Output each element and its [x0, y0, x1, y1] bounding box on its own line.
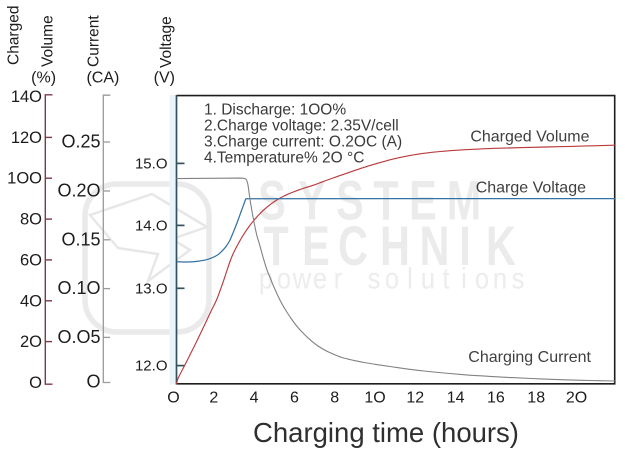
svg-text:13.O: 13.O	[135, 280, 168, 297]
svg-text:(V): (V)	[154, 70, 175, 87]
svg-text:O: O	[29, 374, 42, 392]
svg-text:4.Temperature% 2O °C: 4.Temperature% 2O °C	[204, 150, 364, 167]
svg-text:O.2O: O.2O	[57, 181, 100, 201]
svg-text:14.O: 14.O	[135, 217, 168, 234]
svg-text:2: 2	[209, 390, 218, 407]
svg-text:Current: Current	[86, 15, 103, 67]
svg-text:o: o	[277, 262, 291, 295]
svg-text:(%): (%)	[31, 70, 56, 87]
svg-text:12.O: 12.O	[135, 358, 168, 375]
svg-text:e: e	[313, 262, 327, 295]
svg-text:12: 12	[406, 390, 424, 407]
svg-text:O: O	[167, 390, 179, 407]
svg-text:H: H	[380, 215, 410, 278]
svg-text:w: w	[292, 262, 312, 295]
svg-text:M: M	[447, 169, 482, 232]
svg-text:p: p	[259, 262, 273, 295]
svg-text:s: s	[368, 262, 381, 295]
svg-text:18: 18	[527, 390, 545, 407]
svg-text:(CA): (CA)	[86, 70, 119, 87]
svg-text:4: 4	[250, 390, 259, 407]
svg-text:16: 16	[487, 390, 505, 407]
svg-text:4O: 4O	[20, 292, 42, 310]
svg-text:O.1O: O.1O	[57, 278, 100, 298]
svg-text:O: O	[86, 372, 100, 392]
svg-text:8O: 8O	[20, 211, 42, 229]
svg-text:12O: 12O	[11, 129, 42, 147]
svg-text:1. Discharge: 1OO%: 1. Discharge: 1OO%	[204, 102, 346, 119]
svg-text:2.Charge voltage: 2.35V/cell: 2.Charge voltage: 2.35V/cell	[204, 118, 399, 135]
svg-text:S: S	[258, 169, 286, 232]
svg-text:E: E	[302, 215, 330, 278]
svg-text:K: K	[486, 215, 516, 278]
svg-text:T: T	[373, 169, 398, 232]
svg-text:o: o	[475, 262, 489, 295]
svg-text:14O: 14O	[11, 88, 42, 106]
svg-text:Charged: Charged	[6, 6, 23, 65]
svg-text:Charged Volume: Charged Volume	[470, 128, 589, 145]
svg-text:s: s	[512, 262, 525, 295]
svg-text:Volume: Volume	[40, 15, 57, 67]
svg-text:n: n	[493, 262, 507, 295]
svg-text:6: 6	[290, 390, 299, 407]
svg-text:Charging Current: Charging Current	[468, 349, 591, 366]
svg-text:Y: Y	[298, 169, 326, 232]
svg-text:Charging time (hours): Charging time (hours)	[253, 417, 519, 448]
svg-text:T: T	[263, 215, 288, 278]
svg-text:Voltage: Voltage	[158, 16, 175, 68]
svg-text:I: I	[459, 215, 471, 278]
svg-text:C: C	[338, 215, 368, 278]
svg-text:o: o	[385, 262, 399, 295]
svg-text:S: S	[336, 169, 364, 232]
svg-text:1O: 1O	[364, 390, 385, 407]
svg-text:14: 14	[447, 390, 465, 407]
svg-text:t: t	[442, 262, 449, 295]
svg-text:O.15: O.15	[61, 229, 100, 249]
svg-text:O.O5: O.O5	[57, 327, 100, 347]
svg-text:u: u	[421, 262, 435, 295]
svg-text:E: E	[409, 169, 437, 232]
svg-text:2O: 2O	[566, 390, 587, 407]
svg-text:6O: 6O	[20, 251, 42, 269]
svg-text:O.25: O.25	[61, 132, 100, 152]
svg-text:i: i	[461, 262, 467, 295]
svg-text:l: l	[407, 262, 413, 295]
svg-text:1OO: 1OO	[7, 170, 42, 188]
svg-text:N: N	[420, 215, 450, 278]
svg-text:r: r	[334, 262, 343, 295]
svg-text:8: 8	[330, 390, 339, 407]
svg-text:2O: 2O	[20, 333, 42, 351]
svg-text:3.Charge current: O.2OC (A): 3.Charge current: O.2OC (A)	[204, 134, 402, 151]
svg-text:15.O: 15.O	[135, 155, 168, 172]
svg-text:Charge Voltage: Charge Voltage	[476, 180, 586, 197]
